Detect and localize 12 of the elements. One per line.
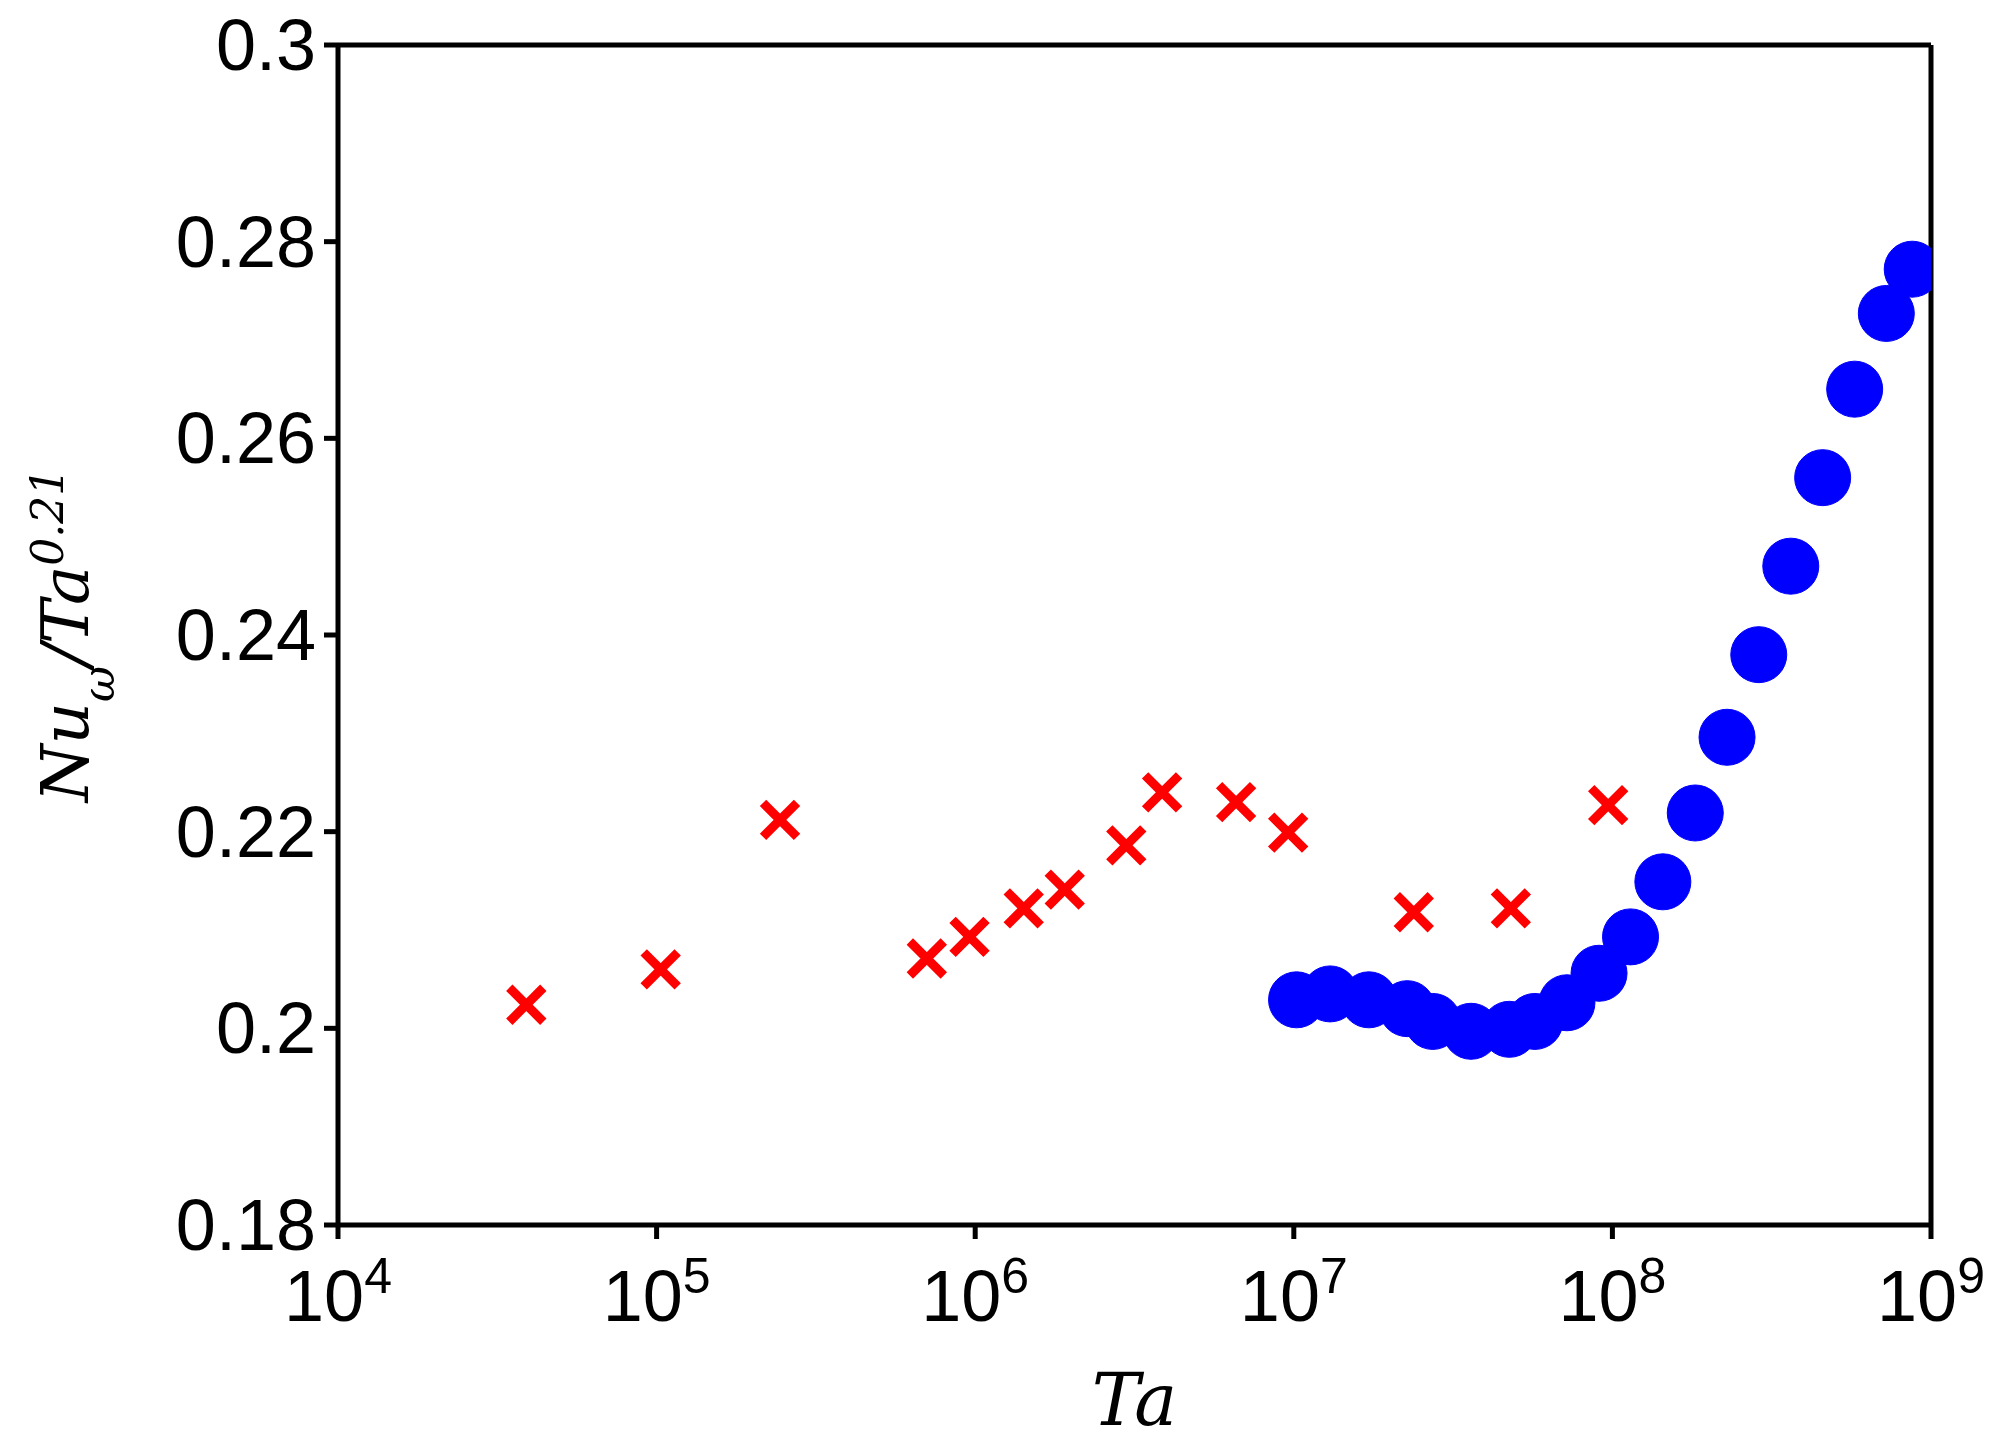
y-tick-label: 0.24 bbox=[175, 595, 316, 675]
x-tick-label: 10$^{7}$ bbox=[1239, 1248, 1348, 1336]
y-tick-label: 0.28 bbox=[175, 201, 316, 282]
y-tick-label: 0.3 bbox=[215, 5, 316, 85]
y-tick-label: 0.2 bbox=[215, 988, 316, 1069]
x-tick-label: 10$^{9}$ bbox=[1877, 1248, 1985, 1336]
x-tick-label: 10$^{6}$ bbox=[921, 1248, 1030, 1336]
x-tick-label: 10$^{8}$ bbox=[1558, 1248, 1667, 1336]
x-tick-label: 10$^{5}$ bbox=[602, 1248, 711, 1336]
x-axis-title: Ta bbox=[1091, 1358, 1178, 1442]
y-tick-label: 0.22 bbox=[175, 791, 316, 872]
y-tick-label: 0.26 bbox=[175, 398, 316, 479]
